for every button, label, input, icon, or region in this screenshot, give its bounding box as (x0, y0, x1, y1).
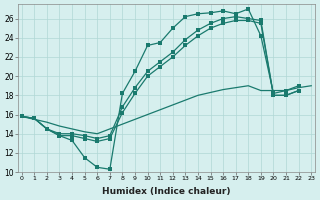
X-axis label: Humidex (Indice chaleur): Humidex (Indice chaleur) (102, 187, 231, 196)
